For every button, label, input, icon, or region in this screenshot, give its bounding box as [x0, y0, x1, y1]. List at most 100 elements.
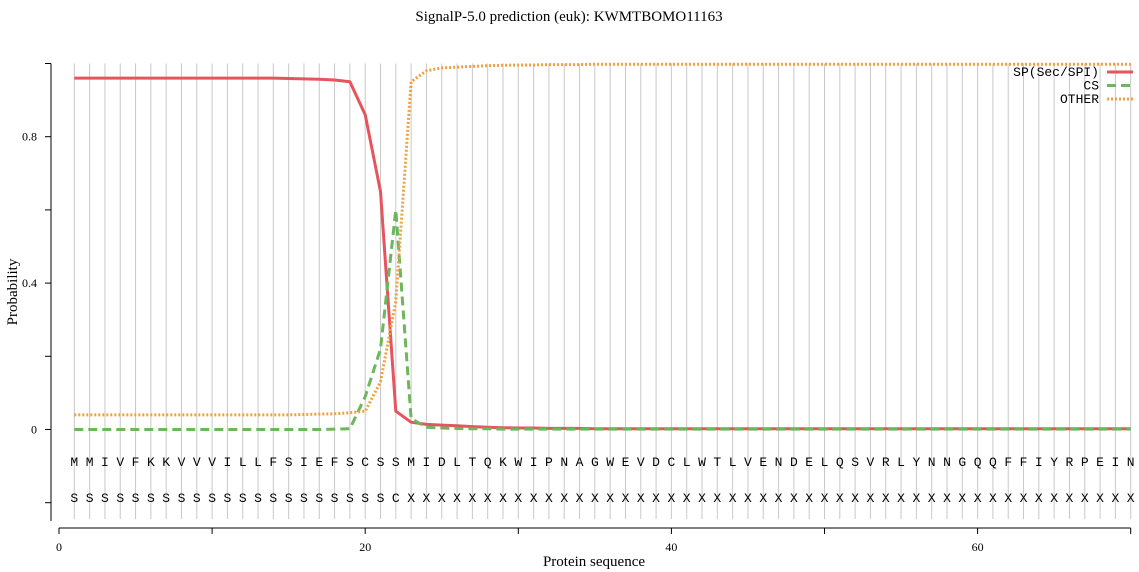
- sequence-letter: Q: [989, 455, 997, 470]
- sequence-letter: N: [928, 455, 936, 470]
- legend-label: OTHER: [1060, 92, 1099, 107]
- annotation-letter: S: [239, 491, 247, 506]
- annotation-letter: X: [958, 491, 966, 506]
- annotation-letter: X: [637, 491, 645, 506]
- sequence-letter: P: [1081, 455, 1089, 470]
- sequence-letter: D: [652, 455, 660, 470]
- annotation-letter: X: [851, 491, 859, 506]
- annotation-letter: X: [423, 491, 431, 506]
- annotation-letter: S: [254, 491, 262, 506]
- annotation-letter: X: [729, 491, 737, 506]
- annotation-letter: X: [560, 491, 568, 506]
- annotation-letter: S: [361, 491, 369, 506]
- x-tick-label: 40: [665, 540, 677, 554]
- sequence-letter: S: [346, 455, 354, 470]
- legend-label: SP(Sec/SPI): [1013, 65, 1099, 80]
- annotation-letter: X: [1066, 491, 1074, 506]
- annotation-letter: S: [208, 491, 216, 506]
- sequence-letter: Y: [1050, 455, 1058, 470]
- annotation-letter: S: [132, 491, 140, 506]
- annotation-letter: X: [514, 491, 522, 506]
- annotation-letter: X: [698, 491, 706, 506]
- annotation-letter: S: [70, 491, 78, 506]
- annotation-letter: X: [1127, 491, 1135, 506]
- annotation-letter: C: [392, 491, 400, 506]
- annotation-letter: X: [484, 491, 492, 506]
- annotation-letter: X: [683, 491, 691, 506]
- annotation-letter: X: [943, 491, 951, 506]
- sequence-letter: S: [392, 455, 400, 470]
- sequence-letter: F: [331, 455, 339, 470]
- annotation-letter: S: [116, 491, 124, 506]
- sequence-letter: I: [530, 455, 538, 470]
- sequence-letter: W: [606, 455, 614, 470]
- annotation-letter: X: [622, 491, 630, 506]
- x-axis-label: Protein sequence: [543, 554, 645, 570]
- sequence-letter: D: [790, 455, 798, 470]
- legend-label: CS: [1083, 79, 1099, 94]
- sequence-letter: I: [423, 455, 431, 470]
- annotation-letter: X: [882, 491, 890, 506]
- sequence-letter: E: [805, 455, 813, 470]
- annotation-letter: X: [453, 491, 461, 506]
- sequence-letter: T: [713, 455, 721, 470]
- annotation-letter: S: [377, 491, 385, 506]
- sequence-letter: R: [882, 455, 890, 470]
- sequence-letter: W: [698, 455, 706, 470]
- annotation-letter: S: [346, 491, 354, 506]
- x-tick-label: 60: [972, 540, 984, 554]
- sequence-letter: E: [315, 455, 323, 470]
- annotation-letter: X: [499, 491, 507, 506]
- annotation-letter: S: [315, 491, 323, 506]
- annotation-letter: S: [285, 491, 293, 506]
- annotation-letter: X: [1050, 491, 1058, 506]
- x-tick-label: 0: [56, 540, 62, 554]
- sequence-letter: M: [70, 455, 78, 470]
- annotation-letter: X: [1004, 491, 1012, 506]
- y-axis: 0 0.4 0.8: [22, 63, 52, 521]
- sequence-letter: V: [867, 455, 875, 470]
- sequence-letter: V: [744, 455, 752, 470]
- sequence-letter: S: [377, 455, 385, 470]
- sequence-letter: R: [1066, 455, 1074, 470]
- sequence-letter: K: [499, 455, 507, 470]
- annotation-letter: X: [1035, 491, 1043, 506]
- annotation-letter: X: [928, 491, 936, 506]
- sequence-letter: C: [667, 455, 675, 470]
- annotation-letter: S: [147, 491, 155, 506]
- annotation-letter: X: [530, 491, 538, 506]
- sequence-letter: I: [1035, 455, 1043, 470]
- annotation-letter: X: [1111, 491, 1119, 506]
- annotation-letter: X: [652, 491, 660, 506]
- sequence-letter: I: [101, 455, 109, 470]
- sequence-letter: Q: [484, 455, 492, 470]
- annotation-letter: S: [300, 491, 308, 506]
- annotation-letter: S: [86, 491, 94, 506]
- annotation-letter: X: [576, 491, 584, 506]
- annotation-letter: X: [1020, 491, 1028, 506]
- series-lines: [74, 62, 1131, 431]
- annotation-letter: X: [713, 491, 721, 506]
- sequence-letter: F: [1020, 455, 1028, 470]
- annotation-letter: S: [193, 491, 201, 506]
- sequence-letter: L: [254, 455, 262, 470]
- sequence-letter: E: [622, 455, 630, 470]
- sequence-letter: F: [132, 455, 140, 470]
- annotation-letter: X: [667, 491, 675, 506]
- sequence-letter: A: [576, 455, 584, 470]
- annotation-letter: X: [1081, 491, 1089, 506]
- sequence-letter: W: [514, 455, 522, 470]
- annotation-letter: S: [269, 491, 277, 506]
- sequence-letter: N: [943, 455, 951, 470]
- y-tick-label: 0.8: [22, 130, 37, 144]
- annotation-letter: X: [790, 491, 798, 506]
- y-tick-label: 0: [31, 423, 37, 437]
- sequence-letter: L: [239, 455, 247, 470]
- x-tick-label: 20: [359, 540, 371, 554]
- annotation-letter: X: [591, 491, 599, 506]
- y-tick-label: 0.4: [22, 276, 37, 290]
- sequence-letter: L: [821, 455, 829, 470]
- sequence-letter: N: [1127, 455, 1135, 470]
- sequence-letter: V: [193, 455, 201, 470]
